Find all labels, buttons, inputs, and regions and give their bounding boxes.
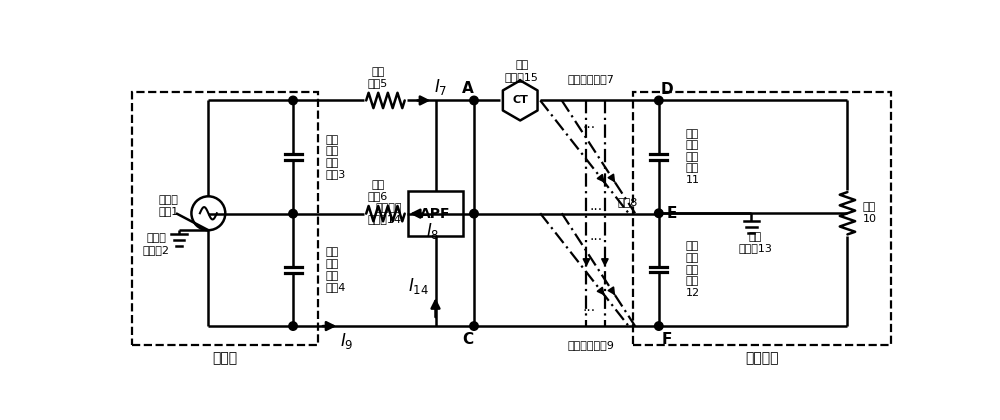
Text: $I_7$: $I_7$ bbox=[434, 77, 448, 97]
Text: E: E bbox=[666, 206, 677, 221]
Circle shape bbox=[470, 96, 478, 105]
Text: 发电机: 发电机 bbox=[213, 352, 238, 365]
Circle shape bbox=[655, 209, 663, 218]
Circle shape bbox=[470, 210, 478, 218]
FancyBboxPatch shape bbox=[408, 191, 463, 236]
Text: 第二
绕组
对地
电容4: 第二 绕组 对地 电容4 bbox=[325, 247, 346, 292]
Text: 电流
传感器15: 电流 传感器15 bbox=[505, 60, 539, 82]
Text: 第二供电母线9: 第二供电母线9 bbox=[568, 339, 615, 349]
Text: 第一
负载
对地
电容
11: 第一 负载 对地 电容 11 bbox=[686, 129, 700, 185]
Text: 第一
绕组
对地
电容3: 第一 绕组 对地 电容3 bbox=[325, 135, 346, 179]
Text: 地线8: 地线8 bbox=[617, 197, 638, 207]
Text: 负载
机壳地13: 负载 机壳地13 bbox=[738, 232, 772, 253]
Text: 第二
负载
对地
电容
12: 第二 负载 对地 电容 12 bbox=[686, 241, 700, 298]
Text: 用电设备: 用电设备 bbox=[745, 352, 779, 365]
Text: $I_9$: $I_9$ bbox=[340, 331, 354, 352]
Text: 差模
电阻5: 差模 电阻5 bbox=[368, 66, 388, 88]
Circle shape bbox=[289, 322, 297, 330]
Text: 发电机
机壳地2: 发电机 机壳地2 bbox=[142, 233, 169, 255]
Circle shape bbox=[470, 322, 478, 330]
Text: 共模
电阻6: 共模 电阻6 bbox=[368, 180, 388, 201]
Text: 第一供电母线7: 第一供电母线7 bbox=[568, 74, 615, 84]
Circle shape bbox=[289, 210, 297, 218]
Text: ...: ... bbox=[589, 229, 602, 243]
Text: F: F bbox=[661, 332, 672, 347]
Text: D: D bbox=[660, 82, 673, 97]
Text: 发电机
绕组1: 发电机 绕组1 bbox=[158, 195, 178, 216]
Text: C: C bbox=[462, 332, 473, 347]
Text: A: A bbox=[462, 81, 474, 97]
Circle shape bbox=[655, 96, 663, 105]
Text: $I_8$: $I_8$ bbox=[426, 220, 440, 241]
Text: 负载
10: 负载 10 bbox=[863, 202, 877, 224]
Text: $I_{14}$: $I_{14}$ bbox=[408, 276, 429, 296]
Text: CT: CT bbox=[512, 95, 528, 105]
Text: ...: ... bbox=[589, 199, 602, 213]
Text: ...: ... bbox=[583, 300, 596, 314]
Text: ...: ... bbox=[583, 116, 596, 131]
Circle shape bbox=[289, 96, 297, 105]
Text: 电力有源
滤波器14: 电力有源 滤波器14 bbox=[368, 203, 402, 224]
Text: APF: APF bbox=[420, 207, 451, 220]
Circle shape bbox=[655, 322, 663, 330]
